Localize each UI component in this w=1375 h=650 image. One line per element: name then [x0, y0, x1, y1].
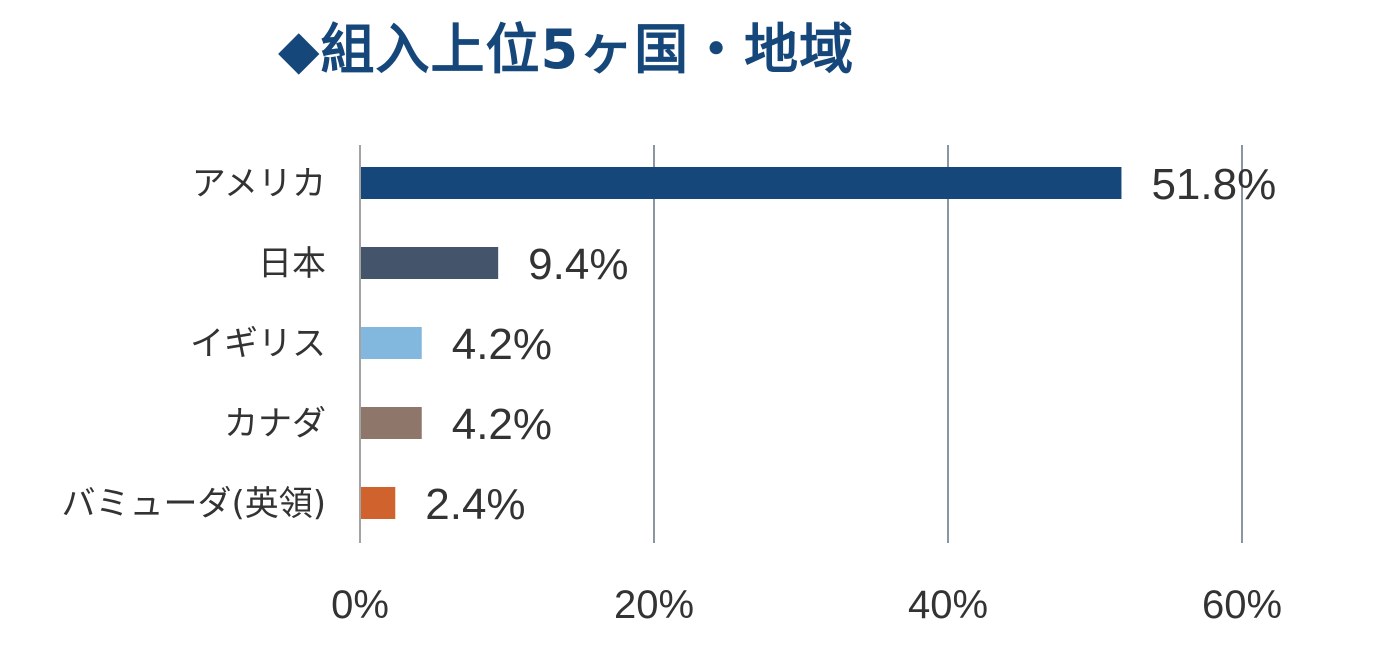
bar	[361, 327, 422, 359]
category-label: 日本	[258, 244, 326, 284]
category-label: イギリス	[190, 324, 326, 364]
value-label: 4.2%	[452, 320, 552, 369]
bar	[361, 247, 499, 279]
value-label: 9.4%	[528, 240, 628, 289]
bar	[361, 487, 396, 519]
gridlines	[653, 145, 1243, 543]
x-tick-label: 0%	[331, 583, 389, 627]
bar	[361, 407, 422, 439]
value-label: 4.2%	[452, 400, 552, 449]
value-label: 51.8%	[1151, 160, 1276, 209]
chart-title: ◆組入上位5ヶ国・地域	[278, 18, 855, 81]
category-label: アメリカ	[192, 164, 326, 204]
category-label: バミューダ(英領)	[61, 484, 326, 524]
category-label: カナダ	[224, 404, 326, 444]
x-tick-label: 60%	[1202, 583, 1282, 627]
value-label: 2.4%	[425, 480, 525, 529]
bars	[361, 167, 1122, 519]
x-tick-label: 20%	[614, 583, 694, 627]
bar	[361, 167, 1122, 199]
labels: 0% 20% 40% 60% アメリカ 51.8% 日本 9.4% イギリス 4.2% カナダ 4.2…	[61, 160, 1282, 627]
x-tick-label: 40%	[908, 583, 988, 627]
